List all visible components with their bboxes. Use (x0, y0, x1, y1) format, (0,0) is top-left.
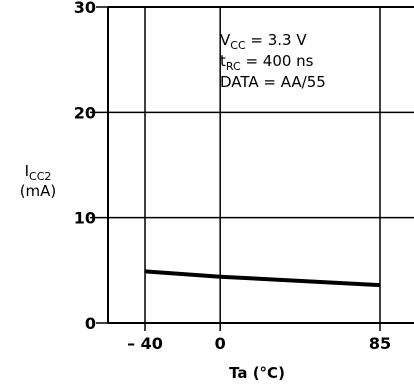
x-tick-label: 0 (215, 334, 226, 353)
y-tick-label: 10 (74, 209, 96, 228)
y-axis-label: ICC2 (mA) (20, 162, 57, 200)
series-line (144, 269, 381, 288)
y-tick-label: 0 (85, 314, 96, 333)
grid (90, 6, 414, 331)
y-tick-label: 20 (74, 103, 96, 122)
annotation: VCC = 3.3 V tRC = 400 ns DATA = AA/55 (220, 31, 326, 91)
y-axis-label-symbol: ICC2 (25, 162, 52, 183)
x-tick-label: 85 (369, 334, 391, 353)
annotation-line-3: DATA = AA/55 (220, 73, 326, 91)
y-axis-label-unit: (mA) (20, 182, 57, 200)
x-axis-label: Ta (°C) (229, 364, 285, 382)
annotation-line-1: VCC = 3.3 V (220, 31, 307, 52)
annotation-line-2: tRC = 400 ns (220, 52, 314, 73)
y-tick-label: 30 (74, 0, 96, 17)
tick-labels: – 40 0 85 0 10 20 30 (74, 0, 391, 353)
x-tick-label: – 40 (127, 334, 163, 353)
